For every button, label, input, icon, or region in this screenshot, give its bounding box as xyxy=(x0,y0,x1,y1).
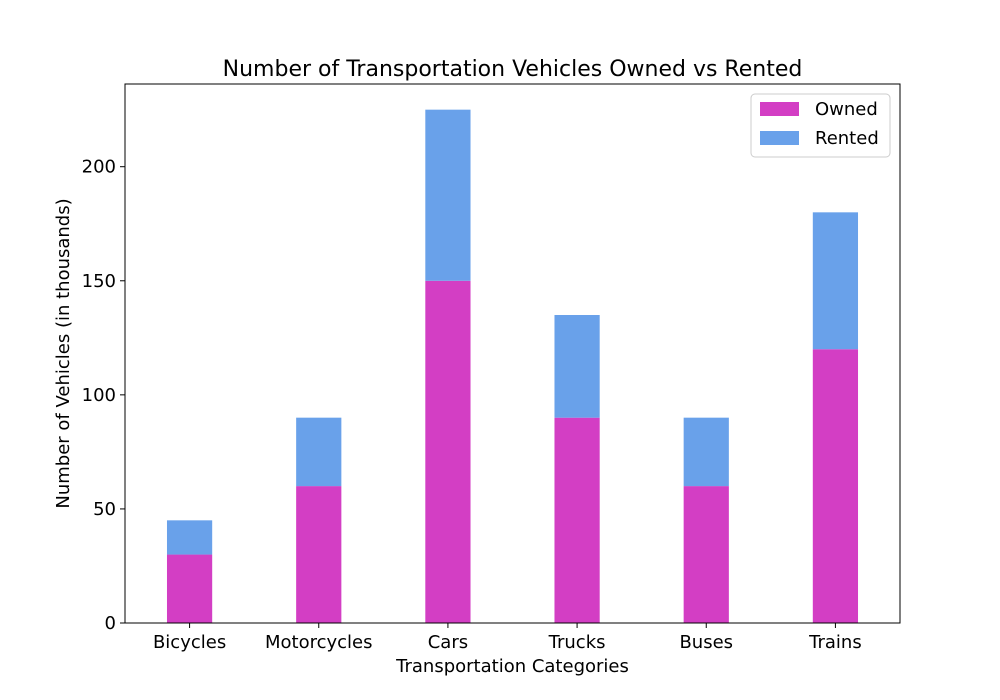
y-tick-label: 150 xyxy=(82,271,116,292)
legend-swatch-owned xyxy=(760,102,799,116)
y-tick-label: 0 xyxy=(105,613,116,634)
bar-rented-trucks xyxy=(554,315,600,418)
x-tick-label: Cars xyxy=(428,632,468,653)
x-axis-label: Transportation Categories xyxy=(395,656,629,677)
axes-layer: Bicycles Motorcycles Cars Trucks Buses Trains… xyxy=(82,157,862,653)
bar-owned-bicycles xyxy=(166,554,213,623)
bar-rented-trains xyxy=(812,212,859,350)
x-tick-label: Bicycles xyxy=(153,632,226,653)
bar-rented-motorcycles xyxy=(296,417,342,487)
y-axis-label: Number of Vehicles (in thousands) xyxy=(53,198,74,508)
y-tick-label: 50 xyxy=(93,499,116,520)
chart-title: Number of Transportation Vehicles Owned … xyxy=(223,57,803,82)
legend-label-rented: Rented xyxy=(815,128,879,149)
x-tick-label: Trains xyxy=(808,632,862,653)
bar-rented-cars xyxy=(425,109,471,281)
y-tick-label: 100 xyxy=(82,385,116,406)
bar-owned-cars xyxy=(425,280,471,623)
x-tick-label: Motorcycles xyxy=(265,632,373,653)
bar-owned-motorcycles xyxy=(296,486,342,623)
bar-owned-buses xyxy=(683,486,729,623)
legend-items: Owned Rented xyxy=(760,99,879,149)
legend-swatch-rented xyxy=(760,131,799,145)
legend-label-owned: Owned xyxy=(815,99,878,120)
y-tick-label: 200 xyxy=(82,157,116,178)
bar-owned-trains xyxy=(812,349,859,623)
x-tick-label: Buses xyxy=(679,632,733,653)
bar-rented-bicycles xyxy=(166,520,213,555)
legend: Owned Rented xyxy=(750,93,891,158)
bar-owned-trucks xyxy=(554,417,600,623)
bar-rented-buses xyxy=(683,417,729,487)
x-tick-label: Trucks xyxy=(548,632,606,653)
bars-layer xyxy=(166,109,859,623)
plot-area-frame xyxy=(124,83,901,624)
